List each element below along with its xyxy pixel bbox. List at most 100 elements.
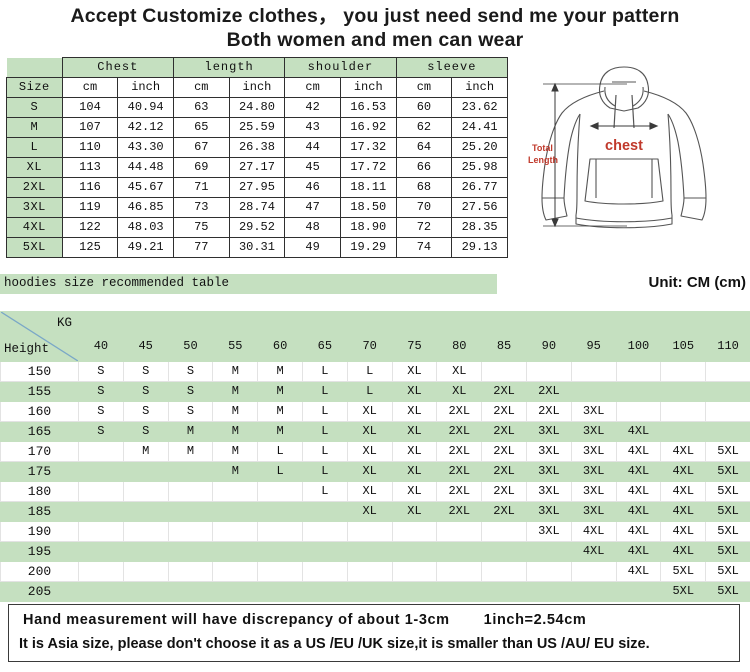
headline-secondary: Both women and men can wear [226,29,524,51]
recommend-row: 155 S S S M M L L XL XL 2XL 2XL [0,381,750,402]
hood-bottom-path [598,84,650,112]
recommend-size-cell: 2XL [481,381,527,402]
recommend-table-head: KG Height 40 45 50 55 60 65 70 75 80 85 90 95 100 105… [0,311,750,362]
recommend-row: 200 4XL 5XL 5XL [0,561,750,582]
recommend-size-cell [615,381,662,402]
measurement-value-cell: 23.62 [451,97,508,118]
recommend-size-cell: XL [391,421,438,442]
recommend-size-cell: 2XL [525,381,572,402]
recommend-size-cell: 4XL [615,441,662,462]
measurement-subheader-chest-inch: inch [117,77,174,98]
left-cuff [541,197,568,221]
recommend-size-cell [212,481,259,502]
measurement-size-cell: 2XL [6,177,63,198]
recommend-size-cell: XL [346,401,393,422]
measurement-size-cell: 5XL [6,237,63,258]
recommend-size-cell: S [122,361,169,382]
measurement-row: 2XL 116 45.67 71 27.95 46 18.11 68 26.77 [6,177,508,198]
recommend-row: 170 M M M L L XL XL 2XL 2XL 3XL 3XL 4XL 4XL 5XL [0,441,750,462]
recommend-size-cell: 3XL [525,501,572,522]
recommend-size-cell: 2XL [481,481,527,502]
recommend-size-cell: 4XL [615,561,662,582]
recommend-size-cell [257,521,303,542]
measurement-size-cell: XL [6,157,63,178]
recommend-height-cell: 190 [0,521,79,542]
measurement-group-shoulder: shoulder [284,57,397,78]
recommend-size-cell [436,541,483,562]
recommend-size-cell: 4XL [660,541,707,562]
recommend-size-cell: 2XL [436,501,483,522]
recommend-size-cell: 4XL [660,461,707,482]
recommend-size-cell: L [301,381,348,402]
recommend-size-cell: M [167,421,214,442]
recommend-size-cell [167,561,214,582]
recommend-height-cell: 185 [0,501,79,522]
measurement-value-cell: 42.12 [117,117,174,138]
measurement-value-cell: 62 [395,117,453,138]
recommend-size-cell [212,541,259,562]
recommend-size-cell [122,561,169,582]
recommend-size-cell: 2XL [481,421,527,442]
measurement-value-cell: 73 [172,197,230,218]
unit-label: Unit: CM (cm) [648,274,747,291]
recommend-size-cell [212,501,259,522]
recommend-size-cell: S [167,381,214,402]
recommend-size-cell [481,521,527,542]
measurement-group-length: length [172,57,286,78]
measurement-subheader-length-cm: cm [172,77,230,98]
recommend-size-cell: 5XL [705,521,750,542]
recommend-height-cell: 165 [0,421,79,442]
recommend-size-cell: 3XL [570,501,617,522]
measurement-value-cell: 26.38 [228,137,286,158]
recommend-weight-header: 60 [257,311,303,362]
recommend-size-cell [615,361,662,382]
recommend-table-container: KG Height 40 45 50 55 60 65 70 75 80 85 90 95 100 105… [0,311,750,602]
recommend-size-cell: L [301,441,348,462]
recommend-size-cell: 2XL [525,401,572,422]
recommend-size-cell: XL [391,361,438,382]
measurement-size-cell: M [6,117,63,138]
recommend-size-cell: XL [346,481,393,502]
recommend-size-cell: 3XL [525,461,572,482]
recommend-size-cell: 3XL [525,481,572,502]
recommend-row: 195 4XL 4XL 4XL 5XL [0,541,750,562]
disclaimer-line-2: It is Asia size, please don't choose it … [19,636,650,652]
recommend-size-cell [391,521,438,542]
recommend-size-cell: L [301,461,348,482]
recommend-size-cell: L [301,481,348,502]
measurement-value-cell: 43 [284,117,341,138]
recommend-size-cell [481,581,527,602]
hem-band [575,215,673,229]
recommend-size-cell [346,561,393,582]
measurement-value-cell: 66 [395,157,453,178]
recommend-corner-cell: KG Height [0,311,79,362]
recommend-size-cell: 5XL [705,501,750,522]
recommend-size-cell: M [212,461,259,482]
recommend-size-cell: S [78,421,124,442]
recommend-size-cell: 5XL [705,481,750,502]
recommend-size-cell: 2XL [481,401,527,422]
recommend-size-cell [78,461,124,482]
total-length-arrow-head-top [551,82,559,92]
recommend-height-cell: 180 [0,481,79,502]
measurement-subheader-shoulder-cm: cm [284,77,341,98]
recommend-size-cell: XL [391,501,438,522]
measurement-value-cell: 48.03 [117,217,174,238]
recommend-size-cell: 4XL [660,501,707,522]
measurement-value-cell: 119 [61,197,119,218]
recommend-band [0,274,497,294]
recommend-size-cell [391,561,438,582]
measurement-value-cell: 63 [172,97,230,118]
recommend-height-cell: 195 [0,541,79,562]
measurement-value-cell: 64 [395,137,453,158]
recommend-band-title: hoodies size recommended table [4,276,230,290]
hoodie-illustration-svg: chest Total Length [528,66,707,229]
recommend-size-cell [436,581,483,602]
recommend-size-cell: M [122,441,169,462]
recommend-size-cell: 5XL [705,461,750,482]
recommend-size-cell: 3XL [570,461,617,482]
recommend-size-cell: L [346,381,393,402]
recommend-table: KG Height 40 45 50 55 60 65 70 75 80 85 90 95 100 105… [0,311,750,602]
recommend-size-cell: 2XL [436,461,483,482]
recommend-size-cell [122,541,169,562]
